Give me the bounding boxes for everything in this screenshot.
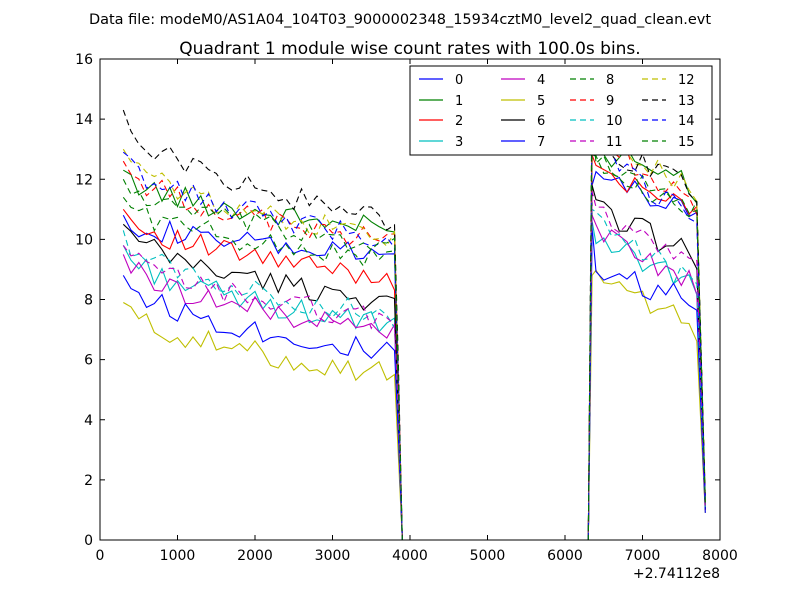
axes-layer: 0 1000 2000 3000 4000 5000 6000 7000 80000246810… [75,52,738,564]
series-line-3 [122,221,706,540]
y-tick-label: 14 [75,112,93,128]
chart-title: Quadrant 1 module wise count rates with … [179,39,640,59]
legend-label: 0 [455,73,463,88]
y-tick-label: 0 [84,533,93,549]
series-line-5 [123,269,706,540]
x-tick-label: 6000 [547,548,583,564]
legend-label: 13 [678,94,695,109]
legend-label: 8 [606,73,614,88]
series-line-8 [122,154,706,540]
series-line-1 [123,119,706,540]
y-tick-label: 2 [84,473,93,489]
figure-suptitle: Data file: modeM0/AS1A04_104T03_90000023… [89,12,711,28]
legend-label: 15 [678,135,695,150]
y-tick-label: 8 [84,293,93,309]
x-tick-label: 2000 [237,548,273,564]
series-line-4 [122,215,706,540]
legend-label: 2 [455,114,463,129]
series-line-2 [122,155,706,540]
series-line-10 [122,208,706,540]
legend-frame [409,65,713,156]
x-tick-label: 8000 [702,548,738,564]
y-tick-label: 6 [84,353,93,369]
x-tick-label: 3000 [315,548,351,564]
series-line-6 [122,185,706,540]
legend-label: 5 [537,94,545,109]
x-tick-label: 4000 [392,548,428,564]
legend-label: 14 [678,114,695,129]
legend-label: 10 [606,114,623,129]
series-line-14 [122,119,706,540]
y-tick-label: 16 [75,52,93,68]
x-tick-label: 1000 [160,548,196,564]
y-tick-label: 10 [75,232,93,248]
legend-label: 9 [606,94,614,109]
legend-label: 11 [606,135,623,150]
series-line-15 [122,113,706,540]
series-line-7 [122,227,706,540]
legend-label: 7 [537,135,545,150]
series-line-12 [122,107,706,540]
series-line-0 [122,170,706,540]
series-line-13 [122,83,706,540]
x-tick-label: 5000 [470,548,506,564]
legend-label: 3 [455,135,463,150]
legend-label: 4 [537,73,545,88]
x-offset-label: +2.74112e8 [633,566,720,582]
y-tick-label: 4 [84,413,93,429]
series-layer [122,83,706,540]
y-tick-label: 12 [75,172,93,188]
x-tick-label: 0 [96,548,105,564]
series-line-11 [122,191,706,540]
legend-label: 12 [678,73,695,88]
x-tick-label: 7000 [625,548,661,564]
legend-label: 1 [455,94,463,109]
legend-label: 6 [537,114,545,129]
